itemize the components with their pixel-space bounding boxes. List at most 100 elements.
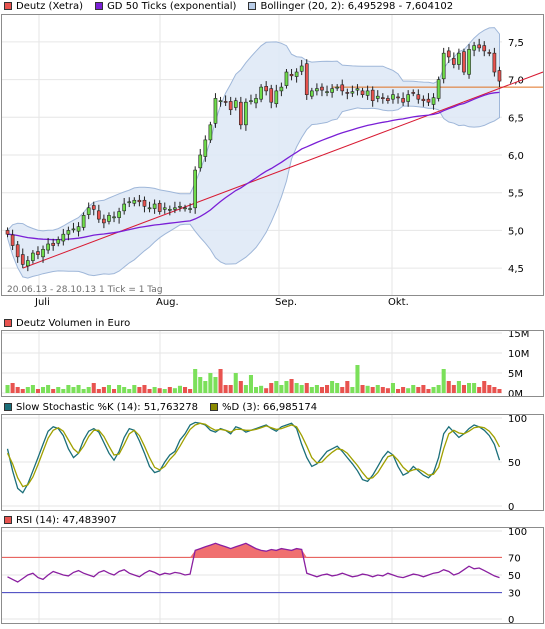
y-tick-label: 100	[508, 415, 527, 425]
volume-bar	[350, 387, 355, 393]
candle-body	[20, 254, 25, 265]
candle-body	[36, 251, 40, 255]
candle-body	[51, 242, 55, 246]
volume-bar	[233, 373, 238, 393]
x-label-okt: Okt.	[388, 297, 409, 308]
volume-bar	[213, 377, 218, 393]
volume-bar	[66, 385, 71, 393]
candle-body	[228, 101, 233, 111]
candle-body	[269, 88, 274, 103]
candle-body	[15, 244, 20, 258]
volume-bar	[335, 383, 340, 393]
y-tick-label: 0	[508, 615, 514, 623]
candle-body	[178, 205, 182, 208]
volume-bar	[137, 387, 142, 393]
candle-body	[497, 70, 502, 82]
candle-body	[431, 97, 436, 105]
volume-bar	[30, 385, 35, 393]
volume-bar	[243, 385, 248, 393]
legend-label-stoch-k: Slow Stochastic %K (14): 51,763278	[16, 401, 198, 413]
candle-body	[66, 230, 71, 235]
series-line-0	[6, 421, 501, 494]
volume-bar	[451, 385, 456, 393]
volume-bar	[142, 385, 147, 393]
candle-body	[284, 71, 289, 86]
candle-body	[325, 91, 329, 93]
legend-stoch-k: Slow Stochastic %K (14): 51,763278	[4, 402, 198, 413]
candle-body	[391, 94, 395, 100]
legend-label-price: Deutz (Xetra)	[16, 0, 84, 12]
y-tick-label: 5,5	[508, 189, 524, 200]
volume-bar	[76, 385, 81, 393]
volume-bar	[177, 385, 182, 393]
volume-bar	[193, 369, 198, 393]
candle-body	[462, 51, 466, 73]
legend-swatch-stoch-d	[209, 403, 218, 411]
legend-swatch-ema	[95, 2, 104, 10]
volume-bar	[157, 388, 162, 393]
candle-body	[233, 100, 238, 108]
candle-body	[411, 92, 416, 94]
candle-body	[203, 139, 208, 157]
legend-label-rsi: RSI (14): 47,483907	[16, 514, 117, 526]
volume-bar	[132, 385, 137, 393]
candle-body	[259, 86, 263, 100]
candle-body	[345, 92, 350, 94]
price-panel: 4,5 5,0 5,5 6,0 6,5 7,0 7,5	[1, 14, 544, 296]
volume-bar	[10, 383, 15, 393]
candle-body	[294, 71, 299, 77]
volume-bar	[238, 381, 243, 393]
y-tick-label: 0	[508, 502, 514, 510]
candle-body	[406, 94, 410, 102]
candle-body	[198, 154, 203, 169]
candle-body	[10, 234, 15, 246]
volume-legend: Deutz Volumen in Euro	[4, 317, 142, 329]
candle-body	[162, 207, 167, 210]
volume-bar	[284, 381, 289, 393]
candle-body	[25, 260, 30, 267]
stochastic-panel: 100 50 0	[1, 414, 544, 511]
y-tick-label: 5,0	[508, 226, 524, 237]
volume-bar	[365, 385, 370, 393]
candle-body	[81, 215, 86, 228]
y-tick-label: 7,0	[508, 76, 524, 87]
candle-body	[188, 208, 192, 210]
candle-body	[71, 228, 76, 231]
volume-bar	[20, 389, 25, 393]
legend-bollinger: Bollinger (20, 2): 6,495298 - 7,604102	[248, 1, 453, 12]
volume-bar	[274, 381, 279, 393]
volume-bar	[370, 387, 375, 393]
candle-body	[127, 201, 132, 204]
candle-body	[396, 96, 400, 99]
candle-body	[31, 252, 35, 261]
volume-bar	[294, 383, 299, 393]
series-line-1	[6, 422, 501, 488]
volume-bar	[345, 381, 350, 393]
volume-chart: 15M 10M 5M 0M	[2, 331, 529, 396]
volume-panel: 15M 10M 5M 0M	[1, 330, 544, 397]
y-tick-label: 100	[508, 528, 527, 538]
volume-bar	[467, 383, 472, 393]
candle-body	[5, 230, 10, 235]
candle-body	[309, 90, 314, 97]
volume-bar	[259, 385, 264, 393]
volume-bar	[122, 387, 127, 393]
candle-body	[482, 45, 487, 52]
volume-bar	[188, 389, 193, 393]
chart-footnote: 20.06.13 - 28.10.13 1 Tick = 1 Tag	[7, 285, 163, 295]
y-tick-label: 50	[508, 458, 521, 469]
candle-body	[380, 97, 385, 99]
candle-body	[183, 207, 187, 210]
candle-body	[416, 94, 421, 100]
legend-swatch-price	[4, 2, 12, 10]
volume-bar	[406, 388, 411, 393]
y-tick-label: 7,5	[508, 38, 524, 49]
legend-label-volume: Deutz Volumen in Euro	[16, 317, 131, 329]
candle-body	[137, 199, 142, 203]
candle-body	[132, 199, 137, 204]
volume-bar	[360, 385, 365, 393]
candle-body	[320, 86, 324, 91]
candle-body	[76, 226, 81, 232]
candle-body	[421, 98, 426, 101]
price-chart: 4,5 5,0 5,5 6,0 6,5 7,0 7,5	[2, 15, 543, 295]
